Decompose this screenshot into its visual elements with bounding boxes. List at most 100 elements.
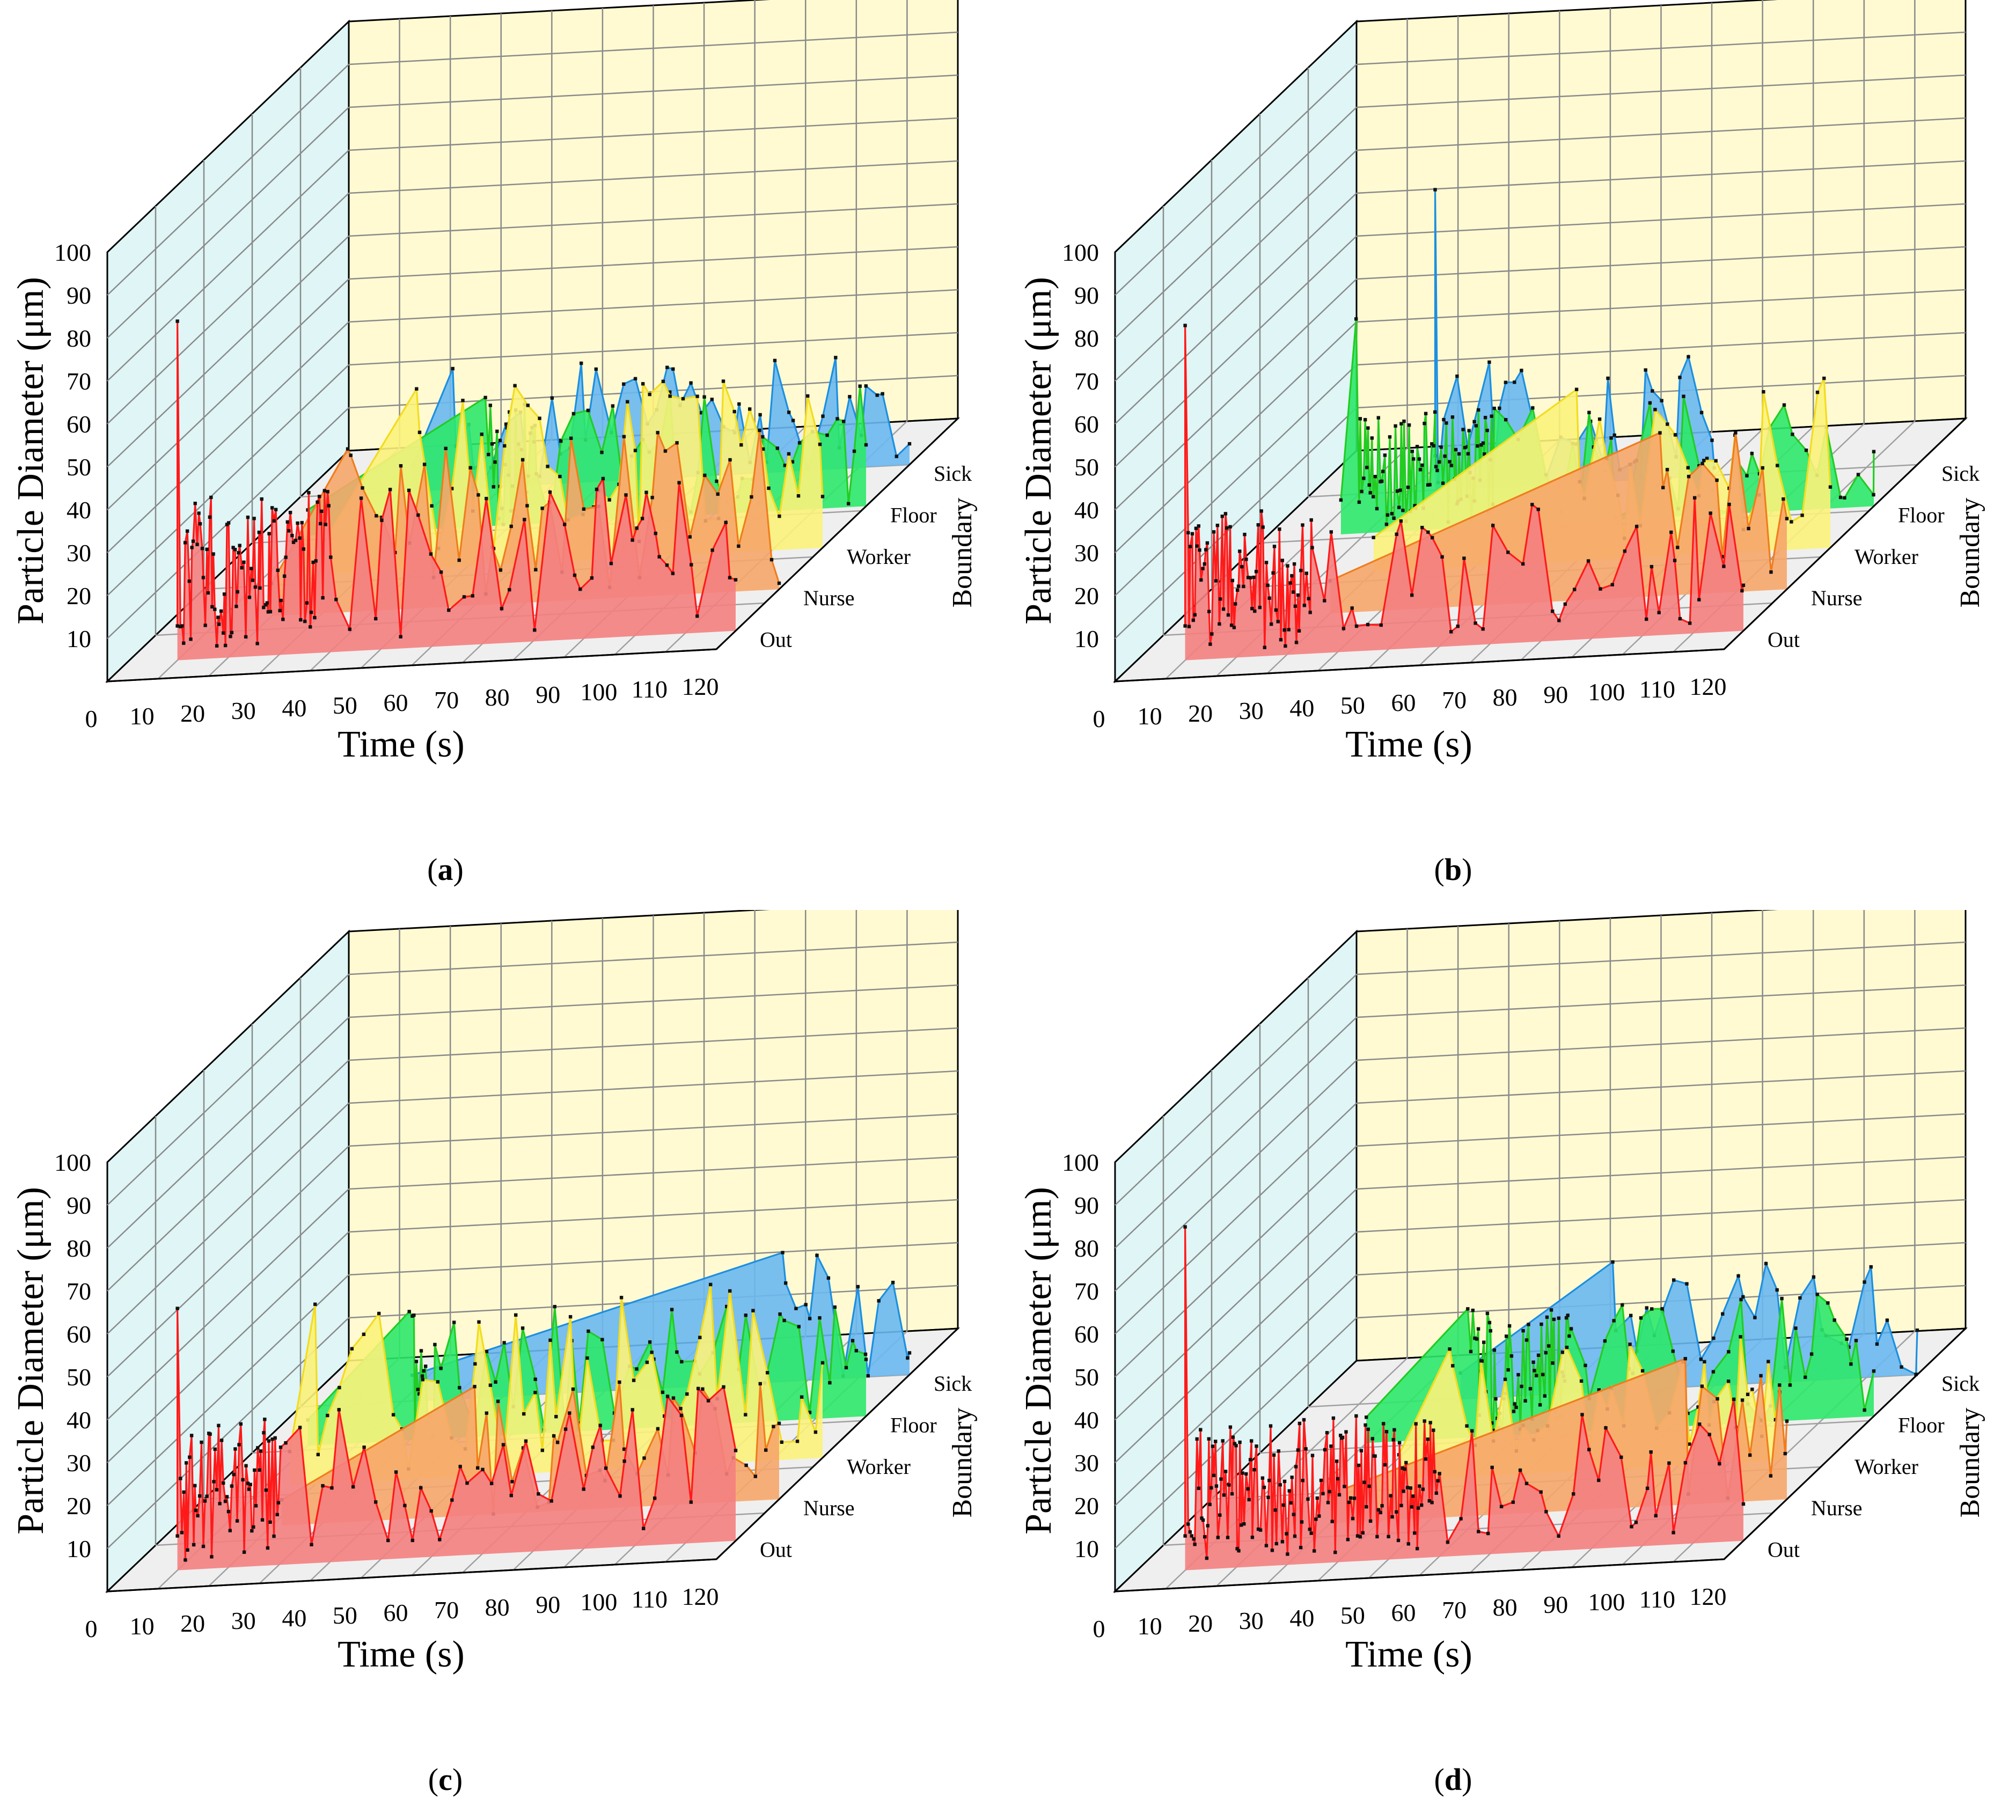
x-tick-label: 20: [1188, 1610, 1213, 1637]
data-point: [388, 488, 392, 491]
data-point: [523, 518, 526, 522]
data-point: [1340, 1435, 1345, 1440]
data-point: [1301, 523, 1304, 527]
data-point: [1214, 579, 1218, 583]
data-point: [851, 1339, 855, 1342]
data-point: [1645, 1486, 1650, 1490]
data-point: [1798, 1296, 1802, 1300]
series-out-b: [1183, 324, 1746, 661]
data-point: [1256, 523, 1260, 527]
data-point: [907, 442, 912, 446]
data-point: [1392, 1428, 1396, 1432]
back-grid-h: [348, 74, 958, 108]
data-point: [1569, 1327, 1573, 1331]
data-point: [772, 1425, 775, 1428]
data-point: [264, 1488, 268, 1492]
data-point: [1375, 1535, 1379, 1539]
data-point: [1703, 1360, 1706, 1364]
data-point: [244, 635, 248, 639]
data-point: [783, 464, 787, 467]
caption-paren-close: ): [453, 852, 464, 887]
data-point: [569, 436, 573, 440]
data-point: [1822, 376, 1826, 380]
data-point: [568, 1315, 573, 1319]
data-point: [273, 1436, 277, 1440]
data-point: [1272, 1453, 1276, 1457]
data-point: [1530, 503, 1534, 507]
data-point: [175, 624, 179, 628]
data-point: [1487, 1320, 1492, 1325]
data-point: [403, 1503, 407, 1508]
data-point: [1667, 1461, 1671, 1465]
data-point: [1226, 1536, 1230, 1539]
back-grid-h: [1356, 31, 1966, 65]
data-point: [1373, 475, 1377, 479]
data-point: [1700, 1384, 1704, 1388]
data-point: [891, 1281, 895, 1285]
data-point: [580, 361, 583, 365]
data-point: [591, 1445, 595, 1449]
data-point: [191, 539, 195, 543]
side-grid-h: [1115, 1317, 1357, 1549]
x-tick-label: 50: [1340, 692, 1365, 719]
y-tick-label: 10: [1074, 1535, 1099, 1562]
caption-paren-open: (: [1434, 852, 1445, 887]
data-point: [250, 567, 253, 570]
back-grid-h: [1356, 1113, 1966, 1147]
y-tick-label: 20: [1074, 1492, 1099, 1520]
data-point: [298, 1426, 302, 1429]
data-point: [276, 1501, 281, 1505]
data-point: [1329, 1444, 1333, 1448]
data-point: [671, 571, 675, 575]
x-tick-label: 40: [282, 694, 306, 722]
data-point: [1443, 454, 1447, 458]
data-point: [278, 608, 282, 613]
data-point: [1376, 416, 1380, 420]
data-point: [274, 508, 278, 511]
data-point: [858, 384, 862, 388]
data-point: [595, 487, 599, 491]
data-point: [1485, 429, 1489, 432]
data-point: [663, 449, 668, 453]
side-grid-h: [1115, 1231, 1357, 1463]
front-axes-a: 0 10 20 30 40 50 60 70 80 90 100 110 120 10 20 30 40 50 60…: [10, 239, 978, 765]
data-point: [203, 1499, 207, 1503]
data-point: [1527, 1323, 1530, 1326]
data-point: [1740, 1398, 1744, 1402]
data-point: [1211, 1444, 1215, 1448]
data-point: [721, 379, 725, 383]
x-tick-label: 60: [1391, 1599, 1416, 1626]
data-point: [1769, 1474, 1773, 1478]
data-point: [526, 403, 530, 407]
data-point: [769, 557, 774, 562]
data-point: [1683, 1461, 1688, 1465]
data-point: [642, 1527, 646, 1530]
data-point: [1409, 1486, 1412, 1490]
data-point: [1654, 1514, 1658, 1518]
data-point: [1693, 496, 1697, 500]
data-point: [1276, 620, 1280, 623]
data-point: [1475, 1337, 1479, 1341]
data-point: [587, 1329, 590, 1333]
data-point: [1270, 622, 1273, 626]
data-point: [764, 1448, 768, 1452]
data-point: [1394, 424, 1397, 428]
data-point: [1872, 493, 1875, 497]
data-point: [552, 1434, 556, 1438]
data-point: [1252, 1468, 1256, 1472]
data-point: [1216, 1536, 1220, 1539]
data-point: [1270, 1549, 1274, 1552]
data-point: [1381, 469, 1385, 473]
data-point: [495, 429, 499, 434]
data-point: [1315, 1496, 1319, 1500]
data-point: [1205, 541, 1209, 545]
data-point: [815, 1253, 819, 1257]
data-point: [685, 1392, 689, 1396]
side-grid-h: [107, 1060, 349, 1291]
data-point: [380, 518, 384, 522]
data-point: [1246, 1487, 1250, 1491]
data-point: [1401, 1466, 1404, 1470]
data-point: [1319, 1478, 1323, 1483]
data-point: [864, 1357, 868, 1361]
x-tick-label: 60: [1391, 689, 1416, 716]
